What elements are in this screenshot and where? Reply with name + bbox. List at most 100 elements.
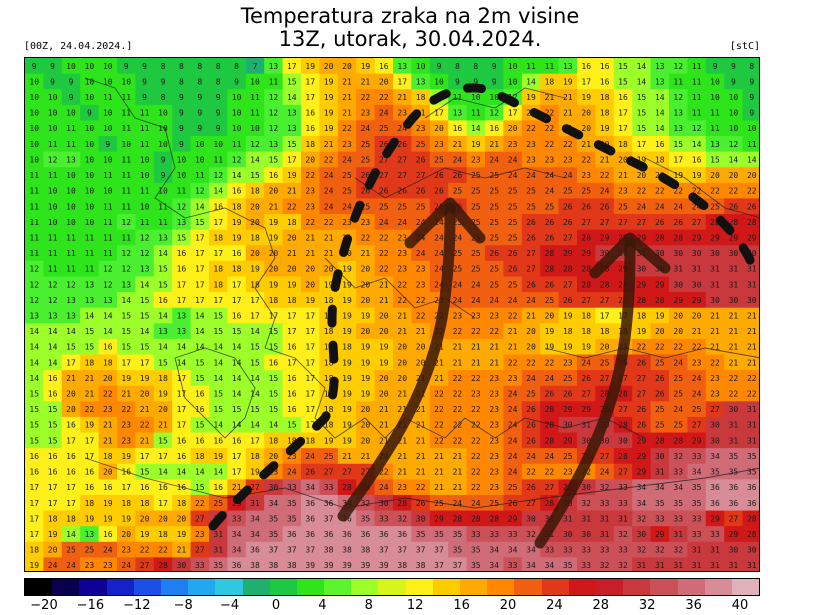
temperature-cell [705,229,725,246]
grid-value: 32 [581,499,591,508]
grid-value: 26 [637,358,647,367]
grid-value: 28 [655,233,665,242]
grid-value: 36 [324,499,334,508]
grid-value: 22 [508,312,518,321]
temperature-cell [448,370,468,387]
temperature-cell [61,136,81,153]
grid-value: 11 [121,109,131,118]
temperature-cell [117,245,136,262]
grid-value: 33 [581,561,591,570]
grid-value: 22 [526,358,536,367]
temperature-cell [540,58,560,75]
grid-value: 22 [397,296,407,305]
grid-value: 15 [250,171,260,180]
temperature-cell [632,323,652,340]
grid-value: 9 [749,109,754,118]
temperature-cell [632,58,652,75]
grid-value: 25 [342,187,352,196]
grid-value: 17 [232,296,242,305]
grid-value: 35 [416,530,426,539]
grid-value: 26 [434,187,444,196]
grid-value: 25 [489,265,499,274]
grid-value: 25 [489,202,499,211]
temperature-cell [669,73,688,90]
grid-value: 25 [471,187,481,196]
grid-value: 12 [29,265,39,274]
grid-value: 26 [545,280,555,289]
grid-value: 21 [416,452,426,461]
grid-value: 24 [508,296,518,305]
grid-value: 33 [692,514,702,523]
temperature-cell [724,182,744,200]
grid-value: 16 [287,343,297,352]
grid-value: 28 [747,218,757,227]
temperature-cell [540,323,560,340]
grid-value: 19 [692,171,702,180]
temperature-cell [153,104,173,122]
temperature-cell [356,354,376,371]
grid-value: 25 [508,483,518,492]
temperature-cell [135,307,155,324]
temperature-cell [135,198,155,215]
grid-value: 14 [250,374,260,383]
grid-value: 21 [342,77,352,86]
temperature-cell [319,136,339,153]
temperature-cell [503,276,523,293]
temperature-cell [282,385,302,402]
grid-value: 18 [305,436,315,445]
grid-value: 16 [213,483,223,492]
temperature-cell [98,370,118,387]
temperature-cell [245,260,265,278]
grid-value: 23 [305,187,315,196]
grid-value: 16 [103,483,113,492]
grid-value: 32 [600,483,610,492]
grid-value: 23 [489,374,499,383]
grid-value: 15 [140,312,150,321]
grid-value: 28 [471,514,481,523]
grid-value: 26 [434,171,444,180]
temperature-cell [705,182,725,200]
grid-value: 35 [471,546,481,555]
temperature-cell [595,229,615,246]
temperature-cell [356,136,376,153]
temperature-cell [595,151,615,168]
temperature-cell [172,292,192,309]
temperature-cell [650,292,670,309]
grid-value: 21 [710,327,720,336]
grid-value: 35 [692,499,702,508]
temperature-cell [172,58,192,75]
grid-value: 19 [545,327,555,336]
grid-value: 22 [526,468,536,477]
grid-value: 28 [618,452,628,461]
temperature-cell [43,370,63,387]
temperature-cell [411,58,431,75]
grid-value: 23 [526,155,536,164]
grid-value: 12 [673,62,683,71]
grid-value: 21 [397,327,407,336]
grid-value: 21 [489,358,499,367]
grid-value: 17 [85,436,95,445]
temperature-cell [301,260,320,278]
temperature-cell [577,58,596,75]
grid-value: 22 [379,233,389,242]
grid-value: 15 [618,62,628,71]
grid-value: 14 [85,312,95,321]
grid-value: 26 [747,202,757,211]
temperature-cell [595,276,615,293]
temperature-cell [724,260,744,278]
grid-value: 35 [269,530,279,539]
temperature-cell [25,214,44,231]
map-subtitle-valid-time: 13Z, utorak, 30.04.2024. [278,27,542,51]
temperature-cell [742,214,759,231]
grid-value: 17 [397,77,407,86]
grid-value: 13 [177,327,187,336]
grid-value: 19 [379,343,389,352]
grid-value: 23 [489,468,499,477]
temperature-cell [650,198,670,215]
grid-value: 27 [545,483,555,492]
grid-value: 24 [508,171,518,180]
grid-value: 20 [140,514,150,523]
grid-value: 18 [85,358,95,367]
temperature-cell [153,260,173,278]
grid-value: 35 [471,561,481,570]
